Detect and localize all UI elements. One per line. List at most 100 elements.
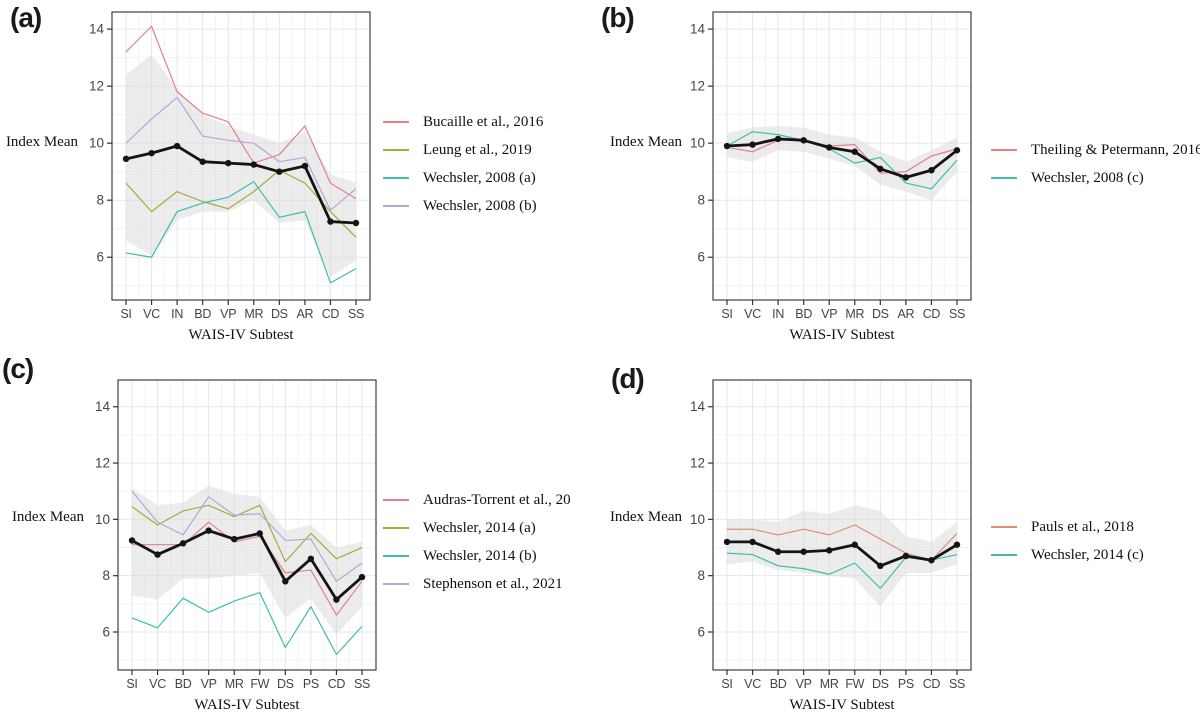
x-tick-label: SS — [949, 677, 965, 691]
mean-point — [148, 149, 155, 157]
legend-label: Stephenson et al., 2021 — [423, 575, 563, 592]
x-tick-label: BD — [770, 677, 787, 691]
series-line-1 — [131, 504, 363, 563]
mean-point — [749, 141, 756, 148]
y-tick-label: 10 — [690, 512, 705, 527]
x-tick-label: SI — [126, 677, 137, 691]
mean-point — [256, 530, 263, 537]
panel-a-legend: Bucaille et al., 2016 Leung et al., 2019 W… — [383, 108, 601, 220]
mean-point — [749, 538, 756, 546]
panel-d-letter: (d) — [611, 363, 645, 394]
legend-item: Wechsler, 2008 (a) — [383, 164, 601, 192]
y-tick-label: 6 — [697, 624, 705, 639]
mean-line — [125, 144, 357, 225]
legend-line-swatch — [383, 527, 409, 529]
panel-b-y-axis-title: Index Mean — [609, 134, 682, 150]
y-tick-label: 14 — [89, 22, 105, 37]
panel-d-legend: Pauls et al., 2018 Wechsler, 2014 (c) — [991, 513, 1200, 569]
panel-a-chart: 6 8 10 12 14 SI VC IN BD VP MR DS AR CD SS WAIS-IV Subt… — [82, 0, 382, 350]
mean-point — [877, 562, 884, 570]
x-tick-label: AR — [898, 307, 915, 321]
legend-label: Wechsler, 2014 (c) — [1031, 546, 1144, 563]
mean-point — [723, 142, 731, 150]
x-axis-title: WAIS-IV Subtest — [194, 697, 300, 713]
mean-point — [953, 541, 961, 548]
y-tick-label: 10 — [95, 512, 110, 527]
legend-line-swatch — [991, 177, 1017, 179]
mean-point — [826, 144, 833, 151]
chart-svg: 6 8 10 12 14 SI VC IN BD VP MR DS AR CD SS WAIS-IV Subt… — [690, 11, 972, 343]
x-tick-label: FW — [845, 677, 864, 691]
legend-item: Audras-Torrent et al., 20 — [383, 486, 601, 514]
x-tick-label: DS — [271, 307, 288, 321]
mean-point — [352, 219, 360, 227]
legend-label: Wechsler, 2008 (c) — [1031, 169, 1144, 186]
mean-point — [902, 552, 910, 560]
x-tick-label: CD — [328, 677, 346, 691]
mean-point — [154, 551, 161, 558]
x-tick-label: MR — [820, 677, 839, 691]
x-tick-label: DS — [872, 677, 889, 691]
panel-c-y-axis-title: Index Mean — [11, 509, 84, 525]
legend-line-swatch — [383, 149, 409, 151]
series-line-1 — [125, 169, 357, 238]
mean-point — [800, 548, 807, 555]
x-tick-label: VC — [744, 677, 761, 691]
mean-point — [826, 547, 833, 554]
x-tick-label: MR — [225, 677, 244, 691]
x-tick-label: VP — [201, 677, 217, 691]
panel-b-legend: Theiling & Petermann, 2016 Wechsler, 2008… — [991, 136, 1200, 192]
y-tick-label: 8 — [697, 568, 705, 583]
legend-item: Theiling & Petermann, 2016 — [991, 136, 1200, 164]
chart-svg: 6 8 10 12 14 SI VC BD VP MR FW DS PS CD SS WAIS-IV Subt… — [690, 379, 972, 713]
y-tick-label: 8 — [697, 193, 705, 208]
panel-d-chart: 6 8 10 12 14 SI VC BD VP MR FW DS PS CD SS WAIS-IV Subt… — [683, 368, 983, 722]
legend-line-swatch — [991, 149, 1017, 151]
series-line-0 — [132, 521, 363, 616]
mean-point — [358, 573, 366, 581]
x-tick-label: IN — [772, 307, 784, 321]
mean-point — [333, 596, 340, 603]
panel-border — [712, 379, 972, 671]
confidence-ribbon — [132, 485, 362, 635]
y-tick-label: 6 — [96, 250, 104, 265]
x-tick-label: VP — [821, 307, 837, 321]
legend-label: Audras-Torrent et al., 20 — [423, 491, 571, 508]
y-tick-label: 8 — [96, 193, 104, 208]
y-tick-label: 6 — [697, 250, 705, 265]
mean-point — [199, 158, 206, 165]
x-tick-label: SI — [721, 307, 732, 321]
legend-label: Theiling & Petermann, 2016 — [1031, 141, 1200, 158]
x-axis-title: WAIS-IV Subtest — [789, 327, 895, 343]
series-line-2 — [131, 591, 363, 656]
series-line-2 — [125, 181, 357, 284]
y-tick-label: 12 — [95, 456, 110, 471]
confidence-ribbon — [727, 505, 957, 607]
x-tick-label: BD — [175, 677, 192, 691]
x-axis-title: WAIS-IV Subtest — [188, 327, 294, 343]
mean-point — [282, 578, 289, 585]
x-tick-label: AR — [297, 307, 314, 321]
legend-line-swatch — [383, 555, 409, 557]
panel-border — [712, 11, 972, 301]
x-tick-label: CD — [923, 677, 941, 691]
panel-b-chart: 6 8 10 12 14 SI VC IN BD VP MR DS AR CD SS WAIS-IV Subt… — [683, 0, 983, 350]
panel-a-y-axis-title: Index Mean — [5, 134, 78, 150]
mean-point — [327, 218, 334, 225]
mean-point — [851, 148, 858, 155]
x-tick-label: VC — [744, 307, 761, 321]
y-tick-label: 14 — [690, 22, 706, 37]
mean-point — [122, 155, 130, 163]
legend-label: Wechsler, 2014 (a) — [423, 519, 536, 536]
legend-item: Pauls et al., 2018 — [991, 513, 1200, 541]
x-tick-label: FW — [250, 677, 269, 691]
mean-point — [179, 540, 187, 547]
legend-line-swatch — [383, 583, 409, 585]
legend-item: Wechsler, 2014 (c) — [991, 541, 1200, 569]
mean-point — [928, 556, 935, 564]
y-tick-label: 10 — [690, 136, 705, 151]
series-line-0 — [726, 139, 958, 174]
mean-point — [851, 541, 858, 548]
legend-item: Bucaille et al., 2016 — [383, 108, 601, 136]
